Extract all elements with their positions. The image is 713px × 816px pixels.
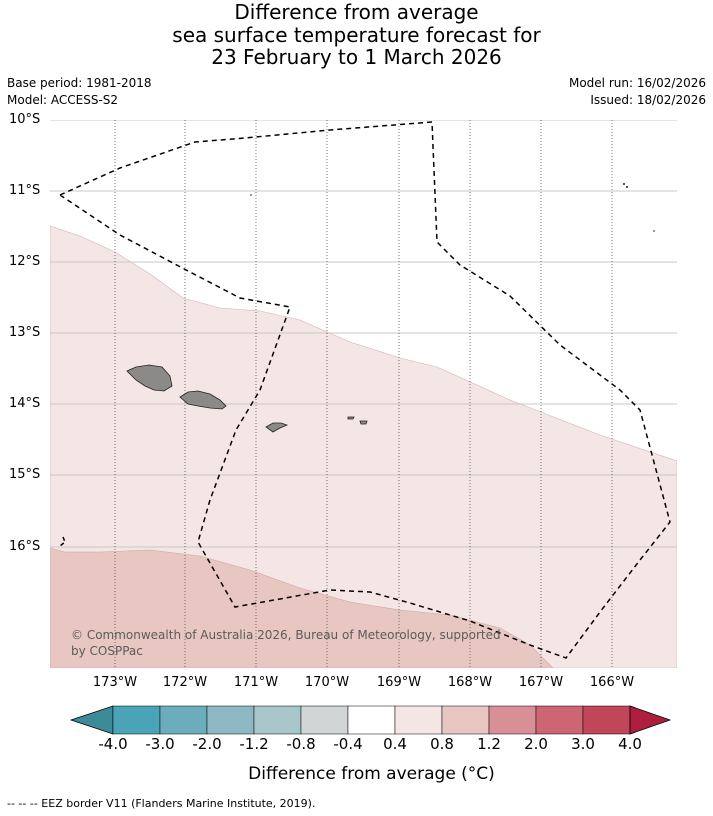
colorbar-tick-label: 2.0	[524, 735, 548, 753]
issued-date: Issued: 18/02/2026	[590, 93, 706, 107]
lon-label: 168°W	[447, 675, 493, 690]
lat-label: 15°S	[9, 467, 41, 482]
lat-label: 11°S	[9, 183, 41, 198]
island-tau	[359, 420, 368, 425]
colorbar-tick-label: -0.4	[333, 735, 363, 753]
lon-label: 171°W	[233, 675, 279, 690]
lon-label: 166°W	[589, 675, 635, 690]
eez-border-fragment	[59, 536, 66, 547]
colorbar-segment	[300, 705, 349, 735]
title-line-2: sea surface temperature forecast for	[172, 23, 541, 47]
colorbar-tick-label: -4.0	[98, 735, 128, 753]
copyright-notice: © Commonwealth of Australia 2026, Bureau…	[71, 628, 501, 658]
lon-label: 172°W	[162, 675, 208, 690]
island-ofu	[347, 416, 355, 420]
title-line-3: 23 February to 1 March 2026	[211, 45, 502, 69]
colorbar-tick-label: 0.4	[383, 735, 407, 753]
lon-label: 170°W	[304, 675, 350, 690]
colorbar-segment	[253, 705, 302, 735]
latitude-grid	[50, 120, 677, 548]
lon-label: 167°W	[518, 675, 564, 690]
colorbar-segment	[582, 705, 631, 735]
colorbar-segment	[159, 705, 208, 735]
map-area	[50, 120, 677, 668]
lon-label: 169°W	[376, 675, 422, 690]
lat-label: 10°S	[9, 112, 41, 127]
colorbar-tick-label: -0.8	[286, 735, 316, 753]
colorbar-segment	[206, 705, 255, 735]
lat-label: 16°S	[9, 539, 41, 554]
lat-label: 12°S	[9, 254, 41, 269]
colorbar-tick-label: 3.0	[571, 735, 595, 753]
colorbar-extend-high	[629, 705, 672, 735]
lat-label: 14°S	[9, 396, 41, 411]
lat-label: 13°S	[9, 325, 41, 340]
colorbar-segment	[441, 705, 490, 735]
colorbar-segment	[488, 705, 537, 735]
colorbar-tick-label: 4.0	[618, 735, 642, 753]
island-small-3	[626, 186, 628, 188]
colorbar-tick-label: -1.2	[239, 735, 269, 753]
title-line-1: Difference from average	[234, 0, 479, 24]
eez-legend-footer: -- -- -- EEZ border V11 (Flanders Marine…	[7, 797, 316, 810]
anomaly-region-0.4-0.8	[50, 225, 677, 668]
anomaly-region-0.8-1.2	[50, 547, 554, 668]
lon-label: 173°W	[92, 675, 138, 690]
colorbar-segment	[535, 705, 584, 735]
colorbar-segment	[112, 705, 161, 735]
colorbar-extend-low	[69, 705, 114, 735]
island-savaii	[126, 364, 173, 392]
longitude-grid	[114, 120, 613, 668]
colorbar-tick-label: 1.2	[477, 735, 501, 753]
colorbar-tick-label: 0.8	[430, 735, 454, 753]
colorbar-segment	[394, 705, 443, 735]
model-run: Model run: 16/02/2026	[568, 76, 706, 90]
island-upolu	[179, 390, 227, 410]
colorbar-title: Difference from average (°C)	[248, 764, 495, 784]
colorbar	[69, 705, 672, 735]
colorbar-tick-label: -2.0	[192, 735, 222, 753]
model-name: Model: ACCESS-S2	[7, 93, 119, 107]
island-small-4	[653, 230, 655, 232]
island-small-1	[250, 194, 252, 196]
island-small-2	[623, 183, 625, 185]
island-tutuila	[265, 422, 289, 433]
eez-border-samoa	[58, 121, 671, 659]
colorbar-segment	[347, 705, 396, 735]
base-period: Base period: 1981-2018	[7, 76, 152, 90]
colorbar-tick-label: -3.0	[145, 735, 175, 753]
